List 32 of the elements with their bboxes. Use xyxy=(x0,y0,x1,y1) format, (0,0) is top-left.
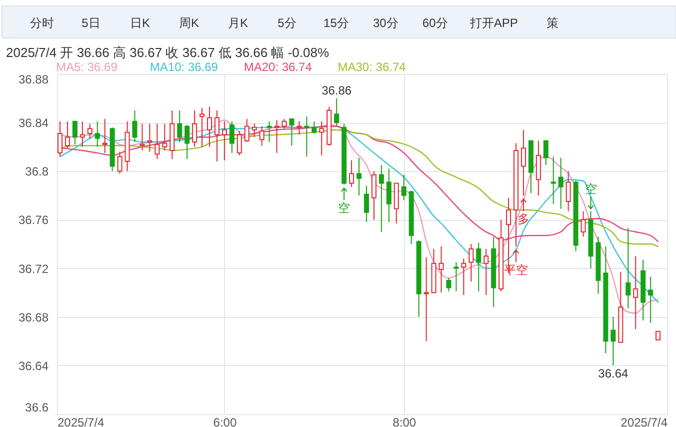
text: MA30: 36.74 xyxy=(338,60,406,74)
text: 15分 xyxy=(324,16,349,30)
text: MA5: 36.69 xyxy=(56,60,118,74)
text: MA10: 36.69 xyxy=(150,60,218,74)
y-tick-label: 36.64 xyxy=(18,358,49,373)
y-tick-label: 36.6 xyxy=(25,400,49,414)
text: 日K xyxy=(130,16,150,30)
annotation: 多 xyxy=(517,212,530,226)
text: 30分 xyxy=(372,16,398,30)
text: 5分 xyxy=(278,16,296,30)
y-tick-label: 36.88 xyxy=(18,72,49,86)
text: 月K xyxy=(228,16,248,30)
text: 周K xyxy=(178,16,200,30)
y-tick-label: 36.84 xyxy=(18,116,49,130)
x-tick-label: 2025/7/4 xyxy=(58,416,105,427)
annotation: 空 xyxy=(338,201,350,216)
annotation: 36.64 xyxy=(598,366,629,380)
text: 打开APP xyxy=(468,16,518,30)
y-tick-label: 36.76 xyxy=(18,213,49,228)
x-tick-label: 2025/7/4 xyxy=(620,416,668,427)
x-tick-label: 6:00 xyxy=(213,416,237,427)
y-tick-label: 36.8 xyxy=(25,164,49,179)
text: MA20: 36.74 xyxy=(244,60,312,74)
annotation: 36.86 xyxy=(322,83,352,98)
chart-title: 2025/7/4 开 36.66 高 36.67 收 36.67 低 36.66 幅 -0.08% xyxy=(6,45,330,60)
y-tick-label: 36.68 xyxy=(18,310,49,324)
text: 分时 xyxy=(30,16,54,30)
text: 策 xyxy=(546,16,558,30)
y-tick-label: 36.72 xyxy=(18,262,49,276)
x-tick-label: 8:00 xyxy=(392,416,416,427)
text: 60分 xyxy=(422,16,448,30)
text: 5日 xyxy=(82,16,100,30)
